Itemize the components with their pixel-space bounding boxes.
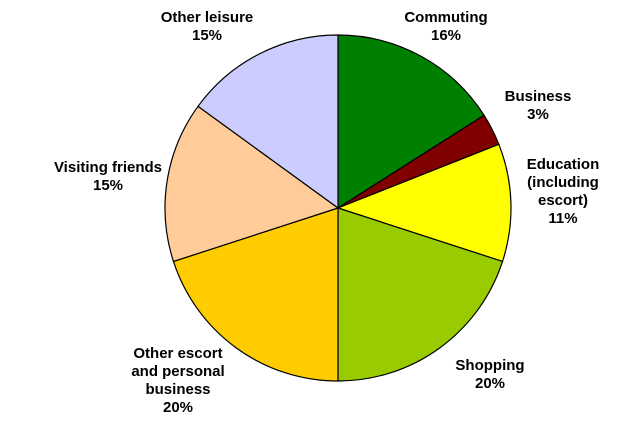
pie-slice-other-leisure	[197, 34, 339, 210]
pie-slice-commuting	[337, 34, 485, 210]
pie-slice-education-including-escort	[336, 143, 512, 263]
pie-label-other-leisure: Other leisure 15%	[161, 9, 254, 44]
pie-label-line: 20%	[475, 375, 505, 392]
pie-slice-other-escort-and-personal-business	[172, 207, 339, 382]
pie-label-other-escort-and-personal-business: Other escort and personal business 20%	[131, 345, 224, 416]
pie-label-line: 15%	[192, 27, 222, 44]
pie-label-line: Shopping	[455, 357, 524, 374]
pie-label-line: 15%	[93, 177, 123, 194]
pie-label-line: Commuting	[404, 9, 487, 26]
pie-label-line: (including	[527, 174, 599, 191]
pie-label-line: 16%	[431, 27, 461, 44]
pie-label-line: business	[145, 381, 210, 398]
pie-label-shopping: Shopping 20%	[455, 357, 524, 392]
pie-label-line: 11%	[548, 210, 577, 227]
pie-label-line: Business	[505, 88, 572, 105]
pie-label-visiting-friends: Visiting friends 15%	[54, 159, 162, 194]
pie-label-commuting: Commuting 16%	[404, 9, 487, 44]
pie-label-business: Business 3%	[505, 88, 572, 123]
pie-label-line: 3%	[527, 106, 549, 123]
pie-label-education-including-escort: Education (including escort) 11%	[527, 156, 600, 227]
pie-label-line: and personal	[131, 363, 224, 380]
pie-label-line: 20%	[163, 399, 193, 416]
pie-label-line: Other escort	[133, 345, 222, 362]
pie-label-line: Other leisure	[161, 9, 254, 26]
pie-label-line: escort)	[538, 192, 588, 209]
pie-labels: Commuting 16% Business 3% Education (includin…	[54, 9, 599, 416]
pie-slices	[164, 34, 512, 382]
pie-label-line: Visiting friends	[54, 159, 162, 176]
pie-slice-shopping	[337, 207, 504, 382]
pie-slice-visiting-friends	[164, 105, 340, 263]
pie-label-line: Education	[527, 156, 600, 173]
